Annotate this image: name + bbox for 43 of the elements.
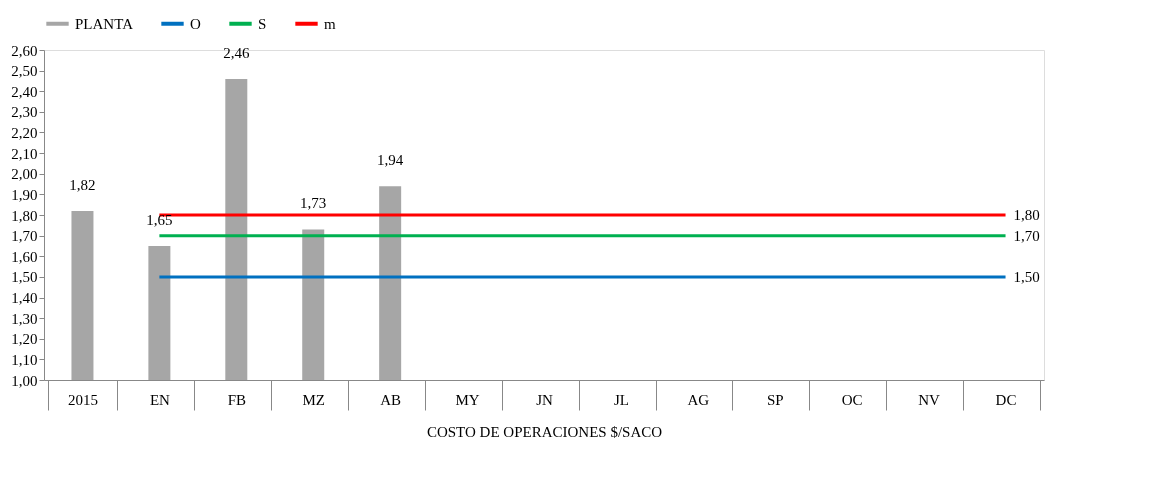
x-tick-label: DC — [995, 391, 1017, 408]
y-tick-label: 1,60 — [11, 248, 38, 265]
y-tick-label: 2,30 — [11, 104, 38, 121]
x-tick-label: JN — [536, 391, 553, 408]
y-tick-label: 1,00 — [11, 372, 38, 389]
legend-label: S — [258, 15, 267, 32]
y-tick-label: 2,50 — [11, 63, 38, 80]
x-tick-label: FB — [227, 391, 246, 408]
data-label: 1,80 — [1013, 207, 1040, 223]
y-tick-label: 2,00 — [11, 166, 38, 183]
x-tick-label: OC — [841, 391, 863, 408]
legend-label: O — [190, 15, 201, 32]
y-tick-label: 1,70 — [11, 228, 38, 245]
y-tick-label: 2,10 — [11, 145, 38, 162]
data-label: 1,65 — [146, 211, 173, 228]
y-tick-label: 1,90 — [11, 186, 38, 203]
x-tick-label: MY — [455, 391, 480, 408]
legend-label: m — [324, 15, 336, 32]
data-label: 1,50 — [1013, 268, 1040, 285]
x-tick-label: SP — [766, 391, 784, 408]
x-tick-label: NV — [918, 391, 941, 408]
y-tick-label: 1,10 — [11, 351, 38, 368]
y-tick-label: 1,80 — [11, 207, 38, 224]
y-tick-label: 2,40 — [11, 83, 38, 100]
x-tick-label: JL — [613, 391, 629, 408]
y-tick-label: 1,50 — [11, 269, 38, 286]
data-label: 1,82 — [69, 176, 96, 193]
y-tick-label: 2,20 — [11, 125, 38, 141]
data-label: 2,46 — [223, 44, 250, 61]
y-tick-label: 1,40 — [11, 290, 38, 306]
legend-label: PLANTA — [75, 15, 134, 32]
data-label: 1,70 — [1013, 227, 1040, 244]
y-tick-label: 1,20 — [11, 331, 38, 348]
x-tick-label: 2015 — [67, 391, 98, 408]
data-label: 1,94 — [377, 152, 404, 169]
x-tick-label: AG — [687, 391, 710, 408]
x-axis-title: COSTO DE OPERACIONES $/SACO — [426, 424, 663, 440]
y-tick-label: 2,60 — [11, 42, 38, 59]
x-tick-label: EN — [149, 391, 171, 408]
y-tick-label: 1,30 — [11, 310, 38, 327]
x-tick-label: AB — [380, 391, 402, 408]
x-tick-label: MZ — [302, 391, 325, 408]
data-label: 1,73 — [300, 195, 327, 212]
